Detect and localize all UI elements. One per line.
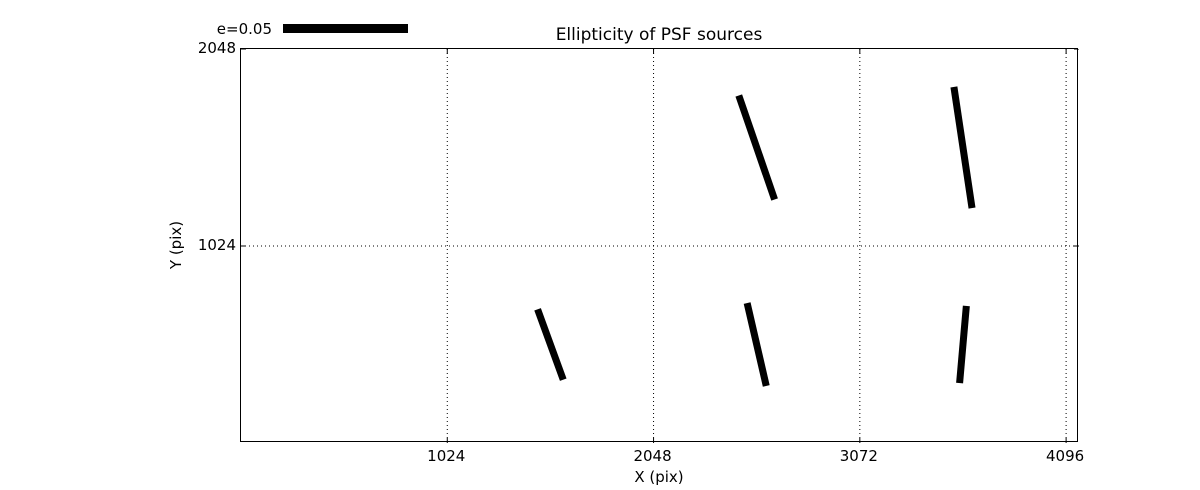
y-tick-label: 1024 <box>197 236 236 254</box>
ellipticity-whisker <box>956 305 970 384</box>
ellipticity-whisker <box>735 94 778 201</box>
ellipticity-whisker <box>534 308 567 381</box>
legend-label: e=0.05 <box>216 20 272 38</box>
x-tick-label: 2048 <box>633 447 672 465</box>
ellipticity-whisker <box>743 302 770 387</box>
plot-canvas <box>241 49 1079 443</box>
x-axis-label: X (pix) <box>634 468 684 486</box>
plot-area <box>240 48 1079 443</box>
legend-scale-bar <box>283 24 408 33</box>
x-tick-label: 4096 <box>1046 447 1085 465</box>
x-tick-label: 3072 <box>839 447 878 465</box>
x-tick-label: 1024 <box>427 447 466 465</box>
ellipticity-whisker <box>950 86 976 209</box>
chart-title: Ellipticity of PSF sources <box>555 25 763 45</box>
y-tick-label: 2048 <box>197 39 236 57</box>
